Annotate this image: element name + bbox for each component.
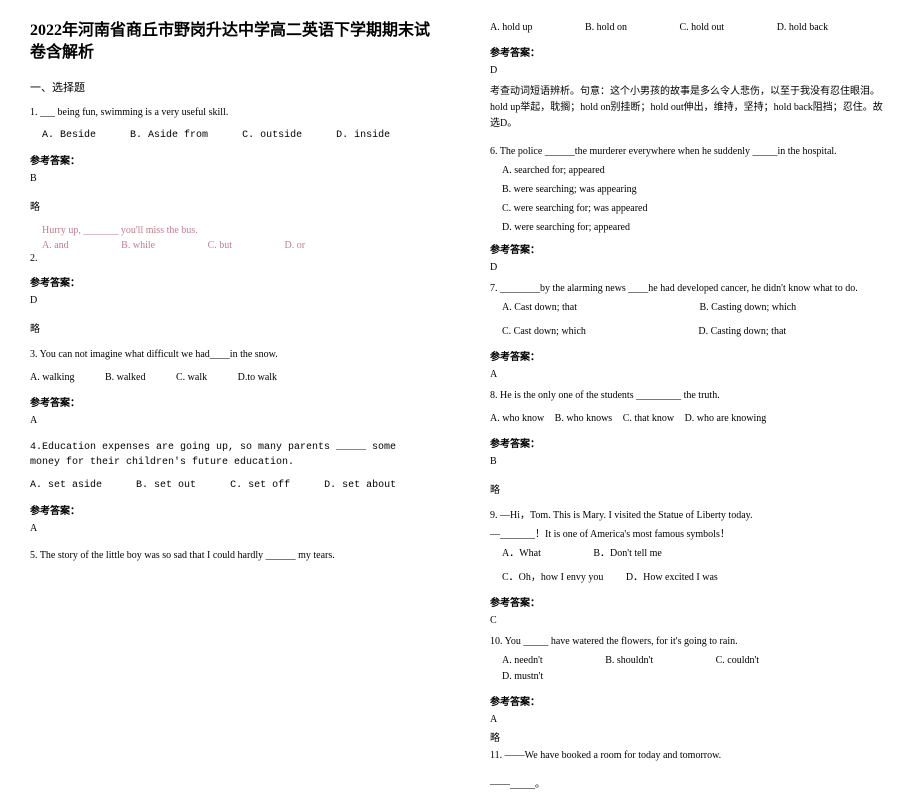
q2-opt-a: A. and xyxy=(42,240,69,251)
q5-opt-c: C. hold out xyxy=(679,20,724,36)
q10-brief: 略 xyxy=(490,729,890,744)
q9-stem2: —_______！It is one of America's most fam… xyxy=(490,527,890,542)
q3-opt-c: C. walk xyxy=(176,370,207,386)
q3-opt-a: A. walking xyxy=(30,370,74,386)
q1-ans-label: 参考答案： xyxy=(30,152,430,167)
q9-ans-label: 参考答案： xyxy=(490,594,890,609)
q2-opt-c: C. but xyxy=(208,240,232,251)
q7-opt-a: A. Cast down; that xyxy=(502,300,577,316)
q2-ans: D xyxy=(30,295,430,306)
q5-opt-a: A. hold up xyxy=(490,20,533,36)
q1-options: A. Beside B. Aside from C. outside D. in… xyxy=(42,128,430,144)
q5-ans: D xyxy=(490,65,890,76)
q5-options: A. hold up B. hold on C. hold out D. hol… xyxy=(490,20,890,36)
q10-stem: 10. You _____ have watered the flowers, … xyxy=(490,634,890,649)
q10-ans: A xyxy=(490,714,890,725)
q6-opt-d: D. were searching for; appeared xyxy=(502,220,890,235)
q2-opt-b: B. while xyxy=(121,240,155,251)
q9-options-row2: C．Oh，how I envy you D．How excited I was xyxy=(502,570,890,586)
q6-stem: 6. The police ______the murderer everywh… xyxy=(490,144,890,159)
q5-stem: 5. The story of the little boy was so sa… xyxy=(30,548,430,563)
q4-stem: 4.Education expenses are going up, so ma… xyxy=(30,440,430,470)
q5-ans-label: 参考答案： xyxy=(490,44,890,59)
q1-opt-a: A. Beside xyxy=(42,128,96,144)
q5-explanation: 考查动词短语辨析。句意：这个小男孩的故事是多么令人悲伤，以至于我没有忍住眼泪。h… xyxy=(490,84,890,132)
q8-options: A. who know B. who knows C. that know D.… xyxy=(490,411,890,427)
q4-opt-c: C. set off xyxy=(230,478,290,494)
q2-ans-label: 参考答案： xyxy=(30,274,430,289)
q9-opt-d: D．How excited I was xyxy=(626,570,718,586)
q1-brief: 略 xyxy=(30,198,430,213)
q9-ans: C xyxy=(490,615,890,626)
q5-opt-b: B. hold on xyxy=(585,20,627,36)
q8-stem: 8. He is the only one of the students __… xyxy=(490,388,890,403)
q10-opt-c: C. couldn't xyxy=(716,653,759,669)
q8-ans: B xyxy=(490,456,890,467)
q2-opt-d: D. or xyxy=(285,240,306,251)
q9-opt-b: B．Don't tell me xyxy=(593,546,661,562)
q10-opt-d: D. mustn't xyxy=(502,669,543,685)
q1-opt-d: D. inside xyxy=(336,128,390,144)
q10-opt-b: B. shouldn't xyxy=(605,653,653,669)
q1-opt-b: B. Aside from xyxy=(130,128,208,144)
q7-options-row1: A. Cast down; that B. Casting down; whic… xyxy=(502,300,890,316)
q6-opt-c: C. were searching for; was appeared xyxy=(502,201,890,216)
q3-ans-label: 参考答案： xyxy=(30,394,430,409)
q9-stem1: 9. —Hi，Tom. This is Mary. I visited the … xyxy=(490,508,890,523)
q4-options: A. set aside B. set out C. set off D. se… xyxy=(30,478,430,494)
q10-opt-a: A. needn't xyxy=(502,653,543,669)
q6-opt-b: B. were searching; was appearing xyxy=(502,182,890,197)
q6-opt-a: A. searched for; appeared xyxy=(502,163,890,178)
q8-opt-d: D. who are knowing xyxy=(685,411,767,427)
q2-options: A. and B. while C. but D. or xyxy=(42,240,430,251)
doc-title: 2022年河南省商丘市野岗升达中学高二英语下学期期末试卷含解析 xyxy=(30,20,430,65)
q4-opt-a: A. set aside xyxy=(30,478,102,494)
q4-ans: A xyxy=(30,523,430,534)
q7-ans-label: 参考答案： xyxy=(490,348,890,363)
q7-ans: A xyxy=(490,369,890,380)
q4-ans-label: 参考答案： xyxy=(30,502,430,517)
q10-ans-label: 参考答案： xyxy=(490,693,890,708)
q7-opt-d: D. Casting down; that xyxy=(698,324,786,340)
q8-opt-a: A. who know xyxy=(490,411,544,427)
q7-options-row2: C. Cast down; which D. Casting down; tha… xyxy=(502,324,890,340)
q10-options: A. needn't B. shouldn't C. couldn't D. m… xyxy=(502,653,890,685)
q8-ans-label: 参考答案： xyxy=(490,435,890,450)
q8-opt-c: C. that know xyxy=(623,411,674,427)
q3-opt-b: B. walked xyxy=(105,370,146,386)
q1-ans: B xyxy=(30,173,430,184)
section-heading: 一、选择题 xyxy=(30,79,430,95)
q7-opt-c: C. Cast down; which xyxy=(502,324,586,340)
q3-options: A. walking B. walked C. walk D.to walk xyxy=(30,370,430,386)
q11-stem: 11. ——We have booked a room for today an… xyxy=(490,748,890,763)
q9-options-row1: A．What B．Don't tell me xyxy=(502,546,890,562)
q1-stem: 1. ___ being fun, swimming is a very use… xyxy=(30,105,430,120)
q4-opt-b: B. set out xyxy=(136,478,196,494)
q2-brief: 略 xyxy=(30,320,430,335)
q2-pink-stem: Hurry up, _______ you'll miss the bus. xyxy=(42,225,430,236)
q7-opt-b: B. Casting down; which xyxy=(700,300,797,316)
q9-opt-a: A．What xyxy=(502,546,541,562)
q6-ans: D xyxy=(490,262,890,273)
q9-opt-c: C．Oh，how I envy you xyxy=(502,570,603,586)
q3-ans: A xyxy=(30,415,430,426)
q11-stem2: ——_____。 xyxy=(490,777,890,792)
q6-ans-label: 参考答案： xyxy=(490,241,890,256)
q5-opt-d: D. hold back xyxy=(777,20,828,36)
q4-opt-d: D. set about xyxy=(324,478,396,494)
q7-stem: 7. ________by the alarming news ____he h… xyxy=(490,281,890,296)
q3-opt-d: D.to walk xyxy=(238,370,277,386)
q8-brief: 略 xyxy=(490,481,890,496)
q1-opt-c: C. outside xyxy=(242,128,302,144)
q3-stem: 3. You can not imagine what difficult we… xyxy=(30,347,430,362)
q2-num: 2. xyxy=(30,251,430,266)
q8-opt-b: B. who knows xyxy=(555,411,613,427)
